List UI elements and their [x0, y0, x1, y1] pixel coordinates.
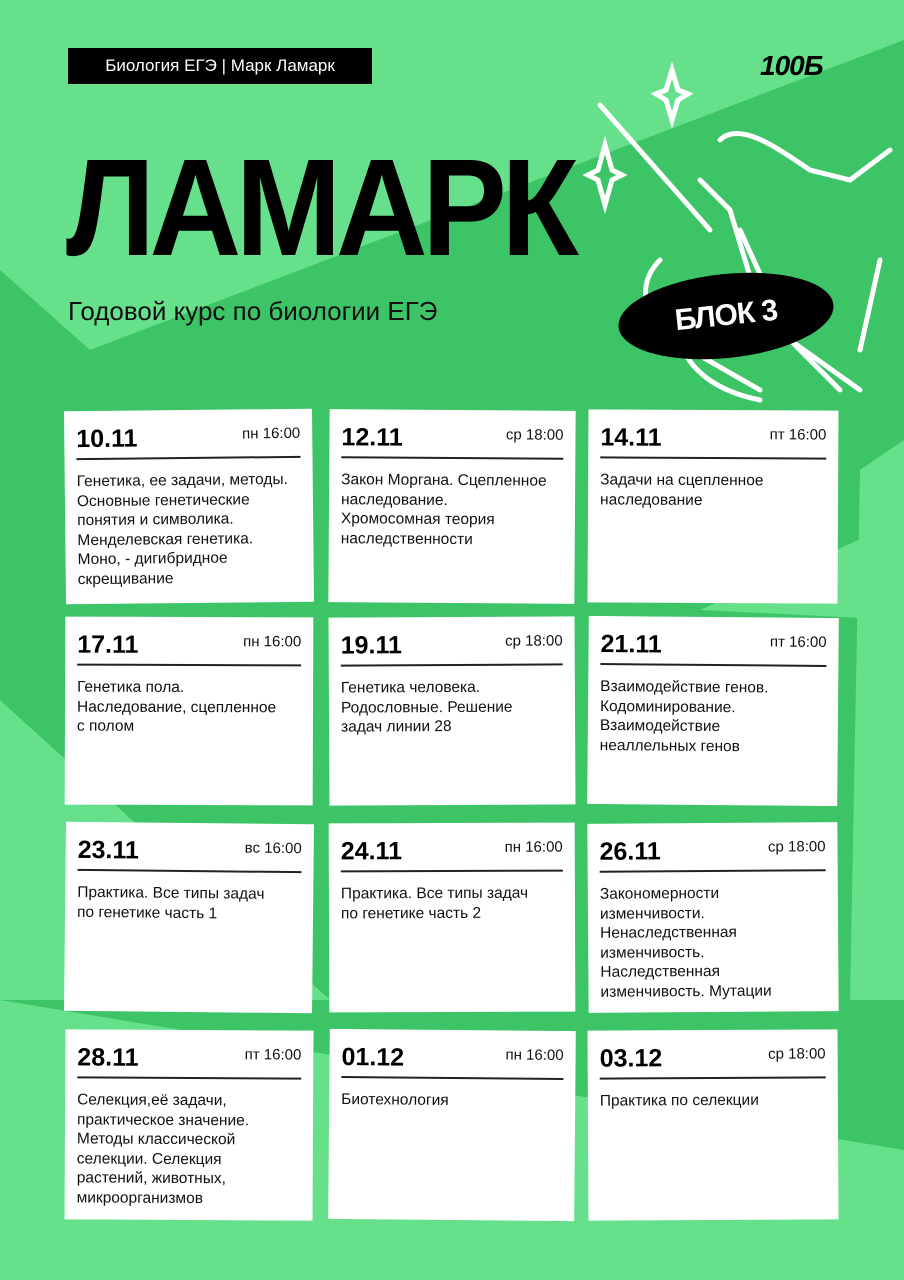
lesson-header: 23.11 вс 16:00 [77, 835, 302, 874]
lesson-header: 14.11 пт 16:00 [600, 423, 827, 460]
lesson-card: 24.11 пн 16:00 Практика. Все типы задач … [328, 822, 576, 1013]
lesson-description: Задачи на сцепленное наследование [599, 471, 764, 509]
lesson-card: 23.11 вс 16:00 Практика. Все типы задач … [64, 821, 314, 1014]
lesson-description: Практика по селекции [599, 1091, 759, 1110]
lesson-description: Практика. Все типы задач по генетике час… [76, 883, 265, 922]
lesson-time: ср 18:00 [505, 426, 564, 444]
lesson-header: 19.11 ср 18:00 [340, 630, 563, 667]
lesson-card: 19.11 ср 18:00 Генетика человека. Родосл… [328, 616, 576, 806]
lesson-card: 14.11 пт 16:00 Задачи на сцепленное насл… [587, 409, 839, 604]
lesson-header: 17.11 пн 16:00 [77, 630, 302, 667]
lesson-time: пн 16:00 [243, 633, 302, 651]
lesson-time: пт 16:00 [244, 1046, 302, 1064]
lesson-card: 28.11 пт 16:00 Селекция,её задачи, практ… [64, 1029, 314, 1221]
lesson-description: Закономерности изменчивости. Ненаследств… [599, 884, 772, 1001]
lesson-description: Селекция,её задачи, практическое значени… [76, 1091, 250, 1207]
lesson-date: 23.11 [77, 835, 140, 865]
lesson-header: 03.12 ср 18:00 [599, 1043, 826, 1080]
lesson-date: 19.11 [340, 631, 402, 660]
lesson-header: 26.11 ср 18:00 [599, 836, 826, 873]
lesson-date: 28.11 [77, 1043, 139, 1072]
lesson-card: 12.11 ср 18:00 Закон Моргана. Сцепленное… [328, 409, 576, 604]
page-title: ЛАМАРК [66, 131, 579, 285]
page-subtitle: Годовой курс по биологии ЕГЭ [68, 296, 438, 326]
lesson-date: 03.12 [599, 1044, 663, 1073]
lesson-time: вс 16:00 [244, 839, 302, 858]
lesson-date: 21.11 [600, 630, 662, 659]
lesson-date: 17.11 [77, 630, 139, 659]
lesson-date: 14.11 [600, 423, 662, 452]
lesson-header: 12.11 ср 18:00 [341, 423, 564, 460]
lesson-header: 21.11 пт 16:00 [600, 630, 827, 667]
lesson-description: Биотехнология [341, 1091, 449, 1109]
lesson-card: 10.11 пн 16:00 Генетика, ее задачи, мето… [63, 408, 315, 605]
lesson-header: 24.11 пн 16:00 [340, 836, 563, 873]
lesson-card: 01.12 пн 16:00 Биотехнология [328, 1028, 576, 1222]
lesson-date: 26.11 [599, 837, 661, 866]
lesson-time: пт 16:00 [769, 633, 827, 651]
lesson-time: пн 16:00 [505, 1046, 564, 1064]
pen-illustration [582, 61, 893, 403]
lesson-card: 03.12 ср 18:00 Практика по селекции [587, 1029, 839, 1221]
lesson-time: ср 18:00 [767, 838, 826, 856]
lesson-time: пн 16:00 [242, 424, 301, 443]
lesson-card: 17.11 пн 16:00 Генетика пола. Наследован… [64, 616, 314, 806]
lesson-time: ср 18:00 [505, 632, 563, 650]
course-tag: Биология ЕГЭ | Марк Ламарк [68, 48, 372, 84]
lesson-header: 28.11 пт 16:00 [77, 1043, 302, 1080]
lesson-date: 01.12 [341, 1043, 405, 1072]
lesson-time: пн 16:00 [504, 838, 563, 856]
lesson-card: 26.11 ср 18:00 Закономерности изменчивос… [587, 822, 839, 1013]
lesson-date: 10.11 [76, 424, 138, 454]
lesson-date: 12.11 [341, 423, 403, 452]
lesson-description: Взаимодействие генов. Кодоминирование. В… [599, 678, 769, 755]
lesson-time: ср 18:00 [768, 1045, 826, 1063]
lesson-description: Генетика, ее задачи, методы. Основные ге… [76, 470, 288, 588]
lesson-card: 21.11 пт 16:00 Взаимодействие генов. Код… [587, 615, 839, 807]
lesson-time: пт 16:00 [769, 426, 827, 444]
lesson-description: Генетика человека. Родословные. Решение … [340, 678, 513, 736]
lesson-description: Закон Моргана. Сцепленное наследование. … [340, 471, 547, 548]
lesson-header: 01.12 пн 16:00 [341, 1043, 564, 1080]
brand-logo: 100Б [760, 50, 824, 81]
lesson-header: 10.11 пн 16:00 [76, 422, 301, 461]
lesson-date: 24.11 [340, 837, 403, 866]
lesson-description: Генетика пола. Наследование, сцепленное … [76, 678, 277, 735]
lesson-description: Практика. Все типы задач по генетике час… [340, 884, 529, 922]
